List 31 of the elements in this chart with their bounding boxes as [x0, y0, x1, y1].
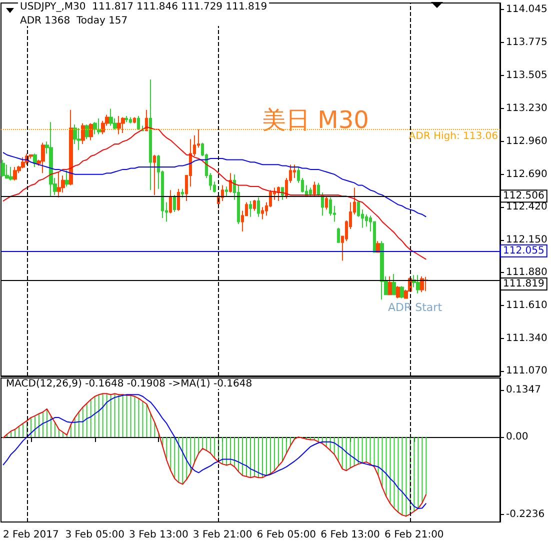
y-tick-label: 111.340	[506, 332, 548, 344]
x-tick-label: 6 Feb 13:00	[320, 530, 380, 540]
y-tick-label: 113.505	[506, 70, 548, 81]
y-tick-label: 113.230	[506, 103, 548, 114]
chart-title: MACD(12,26,9) -0.1648 -0.1908 ->MA(1) -0.1648	[6, 378, 252, 390]
ref-line-label: 112.506	[503, 190, 544, 202]
annotation: ADR Start	[388, 301, 443, 314]
y-tick-label: 112.420	[506, 202, 548, 213]
x-tick-label: 2 Feb 2017	[3, 530, 59, 540]
x-tick-label: 3 Feb 21:00	[192, 530, 252, 540]
y-tick-label: 111.610	[506, 300, 548, 312]
x-tick-label: 6 Feb 05:00	[256, 530, 316, 540]
y-tick-label: 111.880	[506, 267, 548, 278]
ref-line-label: 111.819	[503, 278, 544, 290]
y-tick-label: 111.070	[506, 366, 548, 377]
y-tick-label: 112.960	[506, 136, 548, 148]
y-tick-label: 114.045	[506, 4, 548, 16]
x-tick-label: 3 Feb 13:00	[129, 530, 188, 540]
x-tick-label: 3 Feb 05:00	[65, 530, 124, 540]
ref-line-label: 112.055	[503, 245, 544, 256]
y-tick-label: 112.690	[506, 168, 548, 180]
annotation: 美日 M30	[262, 106, 369, 134]
y-tick-label: 0.1347	[506, 384, 541, 396]
text: ADR 1368 Today 157	[20, 16, 128, 26]
y-tick-label: 0.00	[506, 431, 528, 442]
x-tick-label: 6 Feb 21:00	[384, 530, 444, 540]
chart-title: USDJPY_,M30 111.817 111.846 111.729 111.819	[20, 2, 268, 12]
y-tick-label: 112.150	[506, 234, 548, 246]
y-tick-label: 113.775	[506, 36, 548, 48]
y-tick-label: -0.2236	[506, 509, 545, 520]
ref-line-label: ADR High: 113.06	[408, 130, 498, 142]
